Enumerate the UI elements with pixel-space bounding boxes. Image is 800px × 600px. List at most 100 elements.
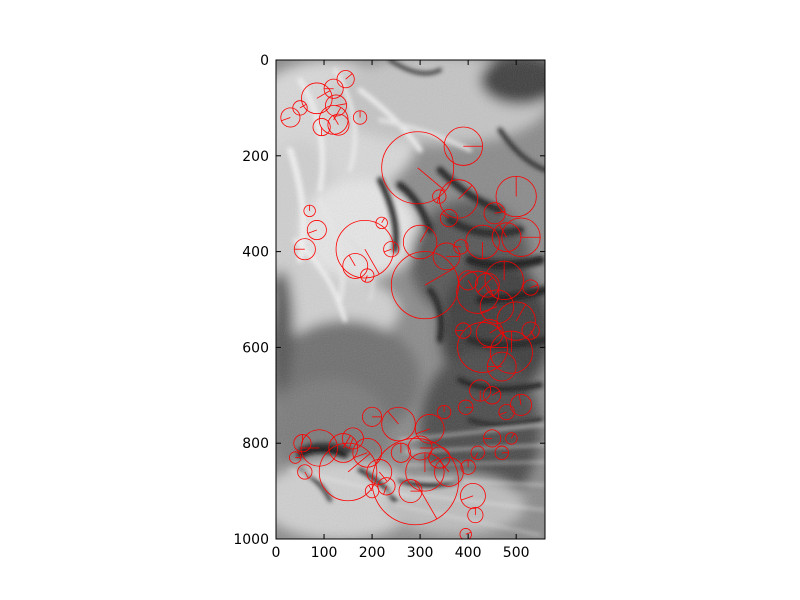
keypoint-circle — [383, 241, 400, 258]
keypoint-orientation — [335, 103, 347, 106]
y-tick-label: 400 — [242, 245, 269, 261]
keypoint-orientation — [383, 486, 387, 495]
keypoint-circle — [521, 321, 540, 340]
keypoint-orientation — [499, 411, 507, 416]
keypoint-circle — [371, 437, 459, 526]
keypoint-circle — [522, 279, 539, 296]
keypoint-orientation — [515, 304, 527, 322]
x-tick-label: 100 — [311, 545, 338, 561]
keypoint-orientation — [364, 249, 380, 275]
keypoint-orientation — [383, 248, 392, 253]
keypoint-orientation — [347, 453, 371, 473]
keypoint-orientation — [487, 284, 494, 296]
keypoint-orientation — [458, 185, 473, 200]
keypoint-circle — [498, 403, 515, 421]
keypoint-orientation — [494, 211, 506, 214]
keypoint-orientation — [530, 330, 536, 339]
keypoint-circle — [456, 270, 500, 314]
keypoint-circle — [377, 477, 396, 496]
keypoint-orientation — [281, 117, 291, 122]
keypoint-circle — [390, 251, 459, 320]
axes-frame — [275, 59, 546, 540]
keypoint-overlay — [280, 70, 541, 539]
keypoint-orientation — [304, 471, 309, 479]
keypoint-circle — [439, 209, 458, 228]
keypoint-circle — [402, 224, 438, 260]
keypoint-orientation — [364, 275, 368, 283]
keypoint-orientation — [381, 217, 385, 224]
keypoint-circle — [470, 445, 485, 460]
keypoint-orientation — [481, 306, 498, 313]
keypoint-orientation — [342, 435, 351, 449]
keypoint-circle — [366, 459, 393, 485]
keypoint-circle — [280, 107, 301, 128]
keypoint-circle — [364, 483, 380, 499]
keypoint-circle — [381, 406, 416, 442]
keypoint-orientation — [368, 485, 373, 492]
keypoint-circle — [483, 386, 502, 405]
keypoint-circle — [475, 319, 504, 347]
x-tick-label: 300 — [407, 545, 434, 561]
y-tick-label: 600 — [242, 340, 269, 356]
keypoint-circle — [342, 253, 369, 279]
keypoint-circle — [510, 393, 532, 416]
keypoint-orientation — [465, 531, 472, 535]
keypoint-circle — [292, 100, 308, 116]
keypoint-orientation — [307, 229, 317, 234]
y-tick-label: 0 — [260, 53, 269, 69]
keypoint-circle — [327, 113, 350, 136]
keypoint-orientation — [518, 394, 522, 405]
keypoint-circle — [438, 179, 479, 219]
keypoint-circle — [432, 189, 447, 204]
keypoint-orientation — [424, 267, 455, 286]
keypoint-circle — [381, 131, 455, 205]
keypoint-orientation — [419, 227, 429, 243]
keypoint-circle — [306, 220, 327, 241]
keypoint-orientation — [348, 254, 356, 267]
keypoint-circle — [375, 216, 388, 230]
y-tick-label: 1000 — [233, 532, 269, 548]
keypoint-orientation — [530, 284, 538, 288]
keypoint-circle — [318, 442, 378, 502]
y-axis: 0 200 400 600 800 1000 — [233, 53, 545, 548]
keypoint-circle — [460, 483, 486, 509]
x-axis: 0 100 200 300 400 500 — [272, 60, 530, 561]
keypoint-orientation — [436, 196, 440, 203]
x-tick-label: 500 — [503, 545, 530, 561]
keypoint-orientation — [316, 90, 331, 99]
keypoint-orientation — [467, 280, 474, 289]
keypoint-circle — [360, 268, 375, 283]
keypoint-circle — [341, 427, 364, 450]
keypoint-orientation — [332, 115, 339, 125]
keypoint-orientation — [416, 428, 430, 435]
keypoint-circle — [297, 464, 313, 480]
keypoint-orientation — [491, 390, 500, 396]
x-tick-label: 200 — [359, 545, 386, 561]
keypoint-orientation — [345, 73, 353, 80]
keypoint-circle — [328, 433, 359, 463]
keypoint-orientation — [417, 167, 446, 192]
keypoint-orientation — [474, 452, 479, 459]
y-tick-label: 200 — [242, 149, 269, 165]
keypoint-orientation — [511, 433, 515, 439]
keypoint-orientation — [461, 495, 474, 501]
keypoint-circle — [459, 528, 472, 539]
keypoint-circle — [465, 224, 500, 260]
keypoint-orientation — [299, 103, 307, 109]
keypoint-orientation — [387, 410, 399, 425]
keypoint-orientation — [439, 460, 450, 473]
keypoint-orientation — [378, 471, 388, 482]
keypoint-orientation — [441, 213, 450, 219]
keypoint-circle — [336, 70, 355, 89]
keypoint-orientation — [429, 457, 440, 464]
x-tick-label: 0 — [272, 545, 281, 561]
keypoint-orientation — [353, 452, 368, 459]
keypoint-circle — [434, 457, 464, 487]
keypoint-circle — [505, 432, 518, 445]
keypoint-orientation — [489, 325, 502, 334]
keypoint-circle — [483, 202, 506, 225]
keypoint-circle — [496, 301, 536, 341]
keypoint-circle — [414, 414, 445, 444]
keypoint-circle — [352, 437, 383, 468]
